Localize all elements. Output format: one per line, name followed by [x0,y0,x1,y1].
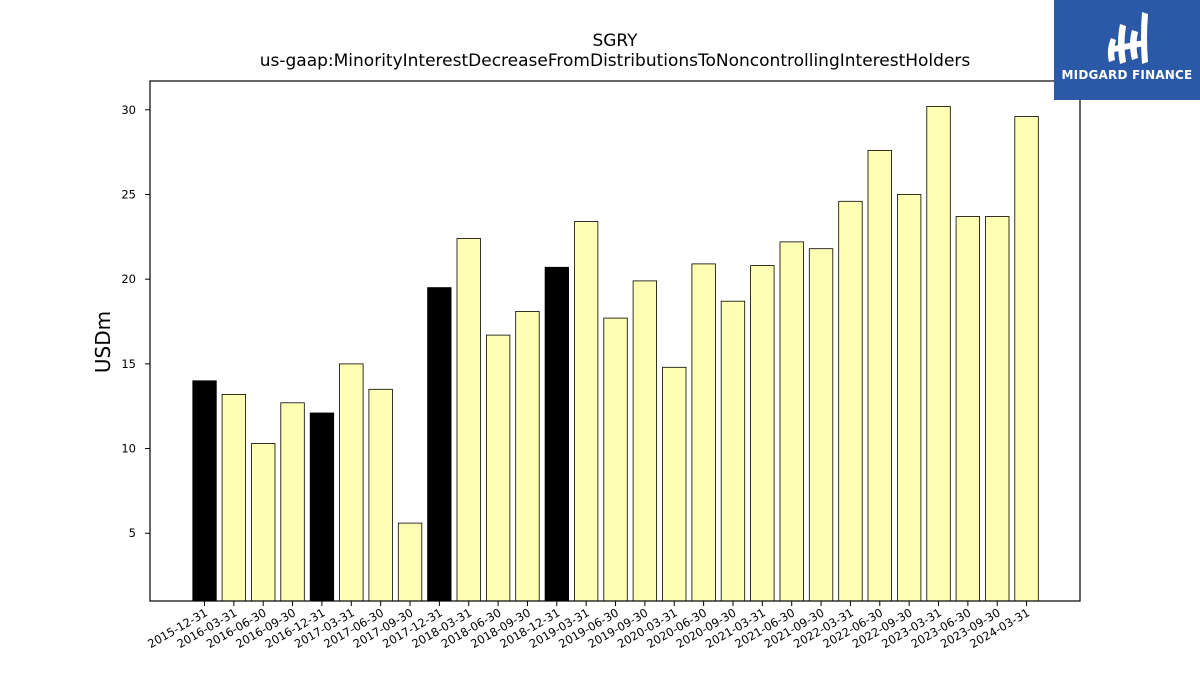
bar-2019-09-30 [632,280,657,602]
y-axis-label: USDm [91,311,115,373]
bar-2020-09-30 [720,300,746,602]
chart-title: SGRY [592,31,638,51]
bar-2017-09-30 [397,522,423,602]
bar-2020-03-31 [662,366,687,602]
bar-2019-03-31 [574,221,599,602]
bar-2016-06-30 [251,443,276,602]
bar-2015-12-31 [192,380,217,602]
bar-2019-06-30 [603,317,628,602]
bar-2021-03-31 [750,265,775,602]
y-tick-label: 5 [129,526,136,540]
bar-2018-12-31 [544,266,569,602]
bar-2024-03-31 [1014,116,1039,602]
logo-text: MIDGARD FINANCE [1061,68,1193,82]
logo-mark-icon [1107,12,1148,64]
bar-2017-03-31 [339,363,364,602]
bars-layer [192,106,1039,602]
bar-2021-09-30 [808,248,834,602]
bar-2018-06-30 [485,334,511,602]
bar-2016-03-31 [221,393,247,602]
bar-2023-09-30 [985,216,1010,602]
y-tick-label: 10 [121,442,136,456]
bar-2018-09-30 [515,310,540,602]
midgard-finance-logo: MIDGARD FINANCE [1054,0,1200,100]
bar-2018-03-31 [456,238,481,602]
bar-2022-09-30 [897,194,922,602]
y-tick-label: 25 [121,187,136,201]
bar-2016-12-31 [309,412,335,602]
y-tick-label: 15 [121,357,136,371]
chart-subtitle: us-gaap:MinorityInterestDecreaseFromDist… [259,51,971,71]
bar-2023-06-30 [955,216,980,602]
x-axis: 2015-12-312016-03-312016-06-302016-09-30… [145,601,1032,651]
bar-2017-06-30 [368,388,393,602]
bar-2016-09-30 [280,402,305,602]
y-tick-label: 20 [121,272,136,286]
bar-2017-12-31 [427,287,452,602]
bar-2022-03-31 [838,200,863,602]
bar-2023-03-31 [926,106,951,602]
plot-frame [149,80,1081,602]
bar-2020-06-30 [691,263,716,602]
y-axis: 5 10 15 20 25 30 [121,103,150,540]
y-tick-label: 30 [121,103,136,117]
bar-2021-06-30 [779,241,804,602]
bar-2022-06-30 [867,149,892,602]
